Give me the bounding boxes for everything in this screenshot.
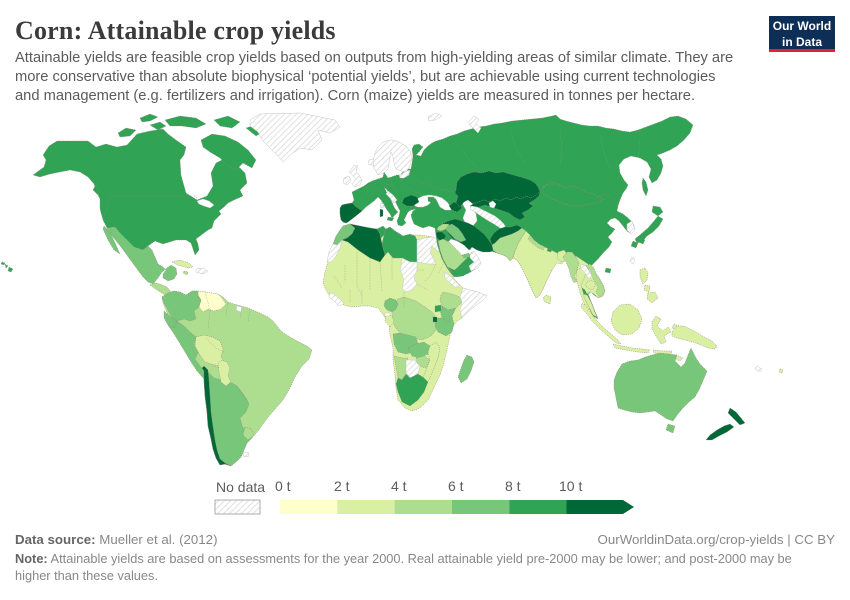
svg-text:10 t: 10 t xyxy=(559,478,582,494)
svg-text:2 t: 2 t xyxy=(334,478,350,494)
svg-text:4 t: 4 t xyxy=(391,478,407,494)
svg-text:0 t: 0 t xyxy=(275,478,291,494)
svg-text:6 t: 6 t xyxy=(448,478,464,494)
svg-text:8 t: 8 t xyxy=(505,478,521,494)
